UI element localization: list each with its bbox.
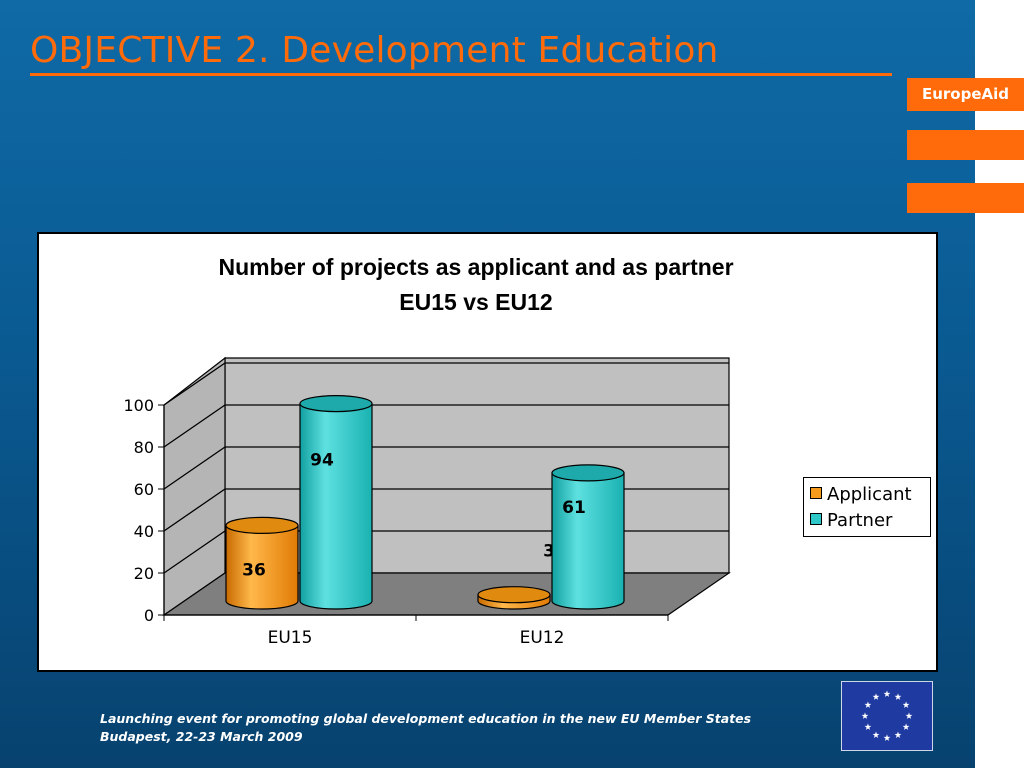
gridline: [163, 446, 729, 490]
data-label-applicant-eu15: 36: [242, 560, 266, 580]
chart-title: Number of projects as applicant and as p…: [218, 254, 734, 280]
orange-accent-block-2: [907, 183, 1024, 213]
bar-top-partner-eu15: [299, 395, 373, 413]
x-tick-label: EU15: [268, 628, 313, 648]
y-tick-label: 40: [134, 522, 154, 541]
legend-item-applicant: Applicant: [810, 483, 912, 507]
chart-side-wall: [163, 356, 226, 617]
slide-title: OBJECTIVE 2. Development Education: [30, 30, 719, 71]
y-tick-label: 80: [134, 438, 154, 457]
eu-flag-star: [864, 701, 872, 708]
data-label-applicant-eu12: 3: [543, 542, 555, 562]
eu-flag-star: [872, 693, 880, 700]
y-tick-label: 100: [123, 396, 154, 415]
legend-label-applicant: Applicant: [827, 484, 912, 505]
eu-flag-star: [861, 712, 869, 719]
eu-flag-star: [902, 701, 910, 708]
eu-flag-star: [902, 723, 910, 730]
bar-partner-eu15: [299, 403, 373, 610]
data-label-partner-eu12: 61: [562, 498, 586, 518]
eu-flag-star: [883, 690, 891, 697]
x-tick-label: EU12: [520, 628, 565, 648]
gridline: [163, 404, 729, 448]
eu-flag-star: [864, 723, 872, 730]
europeaid-logo-tab: EuropeAid: [907, 78, 1024, 111]
chart-legend: Applicant Partner: [803, 477, 931, 537]
right-white-strip: [975, 0, 1024, 768]
data-label-partner-eu15: 94: [310, 451, 334, 471]
gridline: [163, 362, 729, 406]
footer-place-date-line: Budapest, 22-23 March 2009: [100, 729, 303, 744]
footer-event-line: Launching event for promoting global dev…: [100, 711, 752, 726]
bar-applicant-eu15: [225, 524, 299, 610]
legend-label-partner: Partner: [827, 510, 893, 531]
eu-flag-star: [905, 712, 913, 719]
chart-subtitle: EU15 vs EU12: [399, 289, 553, 315]
footer-text: Launching event for promoting global dev…: [100, 710, 751, 746]
y-tick-label: 0: [144, 606, 154, 625]
eu-flag-star: [894, 731, 902, 738]
legend-swatch-applicant: [810, 487, 822, 499]
chart-frame: Number of projects as applicant and as p…: [37, 232, 938, 672]
bar-top-partner-eu12: [551, 464, 625, 482]
bar-top-applicant-eu12: [477, 586, 551, 604]
eu-flag-star: [872, 731, 880, 738]
orange-accent-block-1: [907, 130, 1024, 160]
bar-partner-eu12: [551, 472, 625, 610]
eu-stars-flag-icon: [841, 681, 933, 751]
y-tick-label: 20: [134, 564, 154, 583]
bar-chart: 0 20 40 60 80 100 EU15 EU12 36 3 94 61: [123, 356, 731, 648]
legend-swatch-partner: [810, 513, 822, 525]
legend-item-partner: Partner: [810, 509, 892, 533]
title-underline: [30, 73, 892, 76]
bar-top-applicant-eu15: [225, 516, 299, 534]
y-tick-label: 60: [134, 480, 154, 499]
eu-flag-star: [894, 693, 902, 700]
eu-flag-star: [883, 734, 891, 741]
